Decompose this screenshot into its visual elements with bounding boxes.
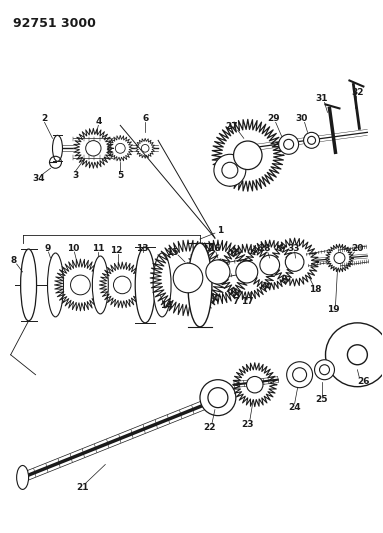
Text: 26: 26 — [357, 377, 370, 386]
Circle shape — [247, 376, 263, 393]
Text: 19: 19 — [327, 305, 340, 314]
Polygon shape — [219, 244, 275, 300]
Text: 30: 30 — [295, 114, 308, 123]
Text: 31: 31 — [315, 94, 328, 103]
Polygon shape — [245, 240, 295, 290]
Text: 12: 12 — [110, 246, 123, 255]
Ellipse shape — [47, 253, 64, 317]
Text: 17: 17 — [242, 297, 254, 306]
Circle shape — [236, 261, 258, 283]
Circle shape — [206, 260, 230, 284]
Text: 5: 5 — [117, 171, 123, 180]
Circle shape — [113, 276, 131, 294]
Polygon shape — [233, 363, 277, 407]
Polygon shape — [271, 238, 319, 286]
Polygon shape — [54, 259, 106, 311]
Text: 28: 28 — [259, 244, 271, 253]
Ellipse shape — [52, 135, 62, 161]
Circle shape — [214, 154, 246, 186]
Circle shape — [70, 275, 90, 295]
Text: 29: 29 — [267, 114, 280, 123]
Text: 8: 8 — [10, 255, 17, 264]
Circle shape — [286, 362, 313, 387]
Text: 14: 14 — [160, 301, 172, 310]
Polygon shape — [186, 240, 250, 304]
Text: 24: 24 — [288, 403, 301, 412]
Circle shape — [115, 143, 125, 154]
Text: 1: 1 — [217, 225, 223, 235]
Circle shape — [279, 134, 299, 154]
Polygon shape — [135, 139, 155, 158]
Text: 23: 23 — [242, 420, 254, 429]
Circle shape — [326, 323, 383, 386]
Text: 32: 32 — [351, 88, 363, 97]
Polygon shape — [150, 240, 226, 316]
Text: 7: 7 — [232, 297, 239, 306]
Text: 6: 6 — [142, 114, 148, 123]
Circle shape — [234, 141, 262, 169]
Ellipse shape — [92, 256, 108, 314]
Polygon shape — [99, 262, 145, 308]
Circle shape — [304, 132, 319, 148]
Text: 22: 22 — [204, 423, 216, 432]
Circle shape — [260, 255, 280, 275]
Circle shape — [86, 141, 101, 156]
Text: 13: 13 — [136, 244, 149, 253]
Text: 11: 11 — [92, 244, 105, 253]
Polygon shape — [74, 128, 113, 168]
Ellipse shape — [188, 243, 212, 327]
Polygon shape — [107, 135, 133, 161]
Text: 34: 34 — [32, 174, 45, 183]
Text: 20: 20 — [351, 244, 363, 253]
Circle shape — [314, 360, 334, 379]
Ellipse shape — [153, 253, 171, 317]
Polygon shape — [212, 119, 284, 191]
Text: 15: 15 — [166, 247, 178, 256]
Text: 21: 21 — [76, 483, 88, 492]
Circle shape — [200, 379, 236, 416]
Ellipse shape — [16, 465, 29, 489]
Text: 25: 25 — [315, 395, 328, 404]
Text: 16: 16 — [208, 244, 220, 253]
Text: 9: 9 — [44, 244, 51, 253]
Text: 4: 4 — [95, 117, 101, 126]
Ellipse shape — [21, 249, 36, 321]
Ellipse shape — [135, 247, 155, 323]
Circle shape — [334, 253, 345, 263]
Text: 3: 3 — [72, 171, 79, 180]
Text: 18: 18 — [309, 286, 322, 294]
Text: 33: 33 — [287, 244, 300, 253]
Circle shape — [141, 144, 149, 152]
Text: 2: 2 — [41, 114, 47, 123]
Circle shape — [173, 263, 203, 293]
Polygon shape — [326, 244, 354, 272]
Circle shape — [285, 253, 304, 271]
Text: 10: 10 — [67, 244, 80, 253]
Text: 92751 3000: 92751 3000 — [13, 17, 95, 30]
Text: 27: 27 — [226, 122, 238, 131]
